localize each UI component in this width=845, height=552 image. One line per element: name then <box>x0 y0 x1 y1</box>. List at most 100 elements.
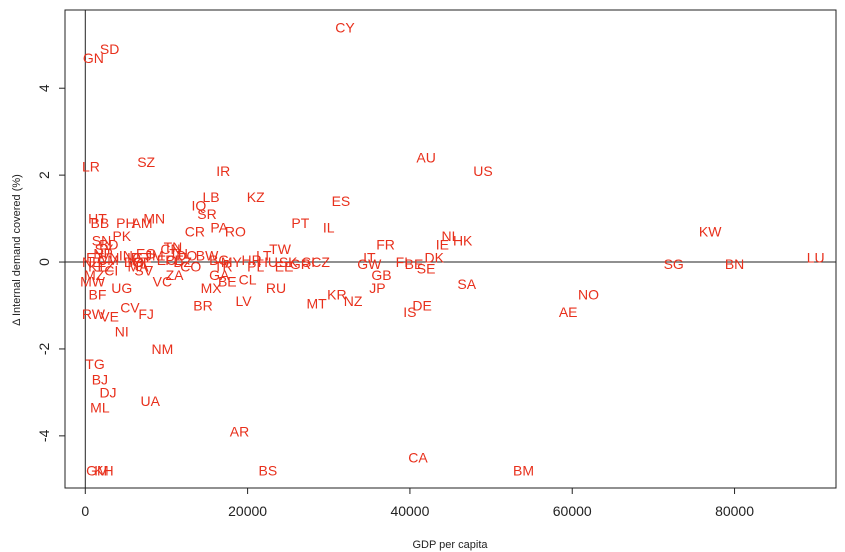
reference-lines <box>65 10 836 488</box>
x-tick-label: 0 <box>81 503 89 519</box>
point-label-lr: LR <box>82 158 100 174</box>
x-tick-label: 80000 <box>715 503 754 519</box>
point-label-br: BR <box>193 297 212 313</box>
point-label-tz: TZ <box>97 258 115 274</box>
point-label-mt: MT <box>306 295 327 311</box>
point-label-rw: RW <box>82 306 106 322</box>
point-label-jp: JP <box>369 280 385 296</box>
y-tick-label: -4 <box>36 429 52 442</box>
point-label-ua: UA <box>140 393 160 409</box>
point-label-cz: CZ <box>311 254 330 270</box>
point-label-sv: SV <box>134 263 153 279</box>
plot-frame <box>64 9 837 489</box>
point-label-it: IT <box>363 250 376 266</box>
point-label-us: US <box>473 163 492 179</box>
point-label-au: AU <box>416 150 435 166</box>
point-label-id: ID <box>127 250 141 266</box>
y-tick-label: -2 <box>36 343 52 356</box>
point-label-gw: GW <box>357 256 382 272</box>
x-tick-label: 40000 <box>390 503 429 519</box>
point-label-kr: KR <box>327 287 346 303</box>
point-label-ru: RU <box>266 280 286 296</box>
point-label-cm: CM <box>97 252 119 268</box>
point-label-hu: HU <box>258 254 278 270</box>
point-label-bm: BM <box>513 463 534 479</box>
point-label-il: IL <box>323 219 335 235</box>
point-label-fj: FJ <box>138 306 154 322</box>
point-label-ec: EC <box>157 252 176 268</box>
point-label-ga: GA <box>209 267 230 283</box>
point-label-be: BE <box>218 274 237 290</box>
point-label-cn: CN <box>160 241 180 257</box>
point-label-cl: CL <box>239 271 257 287</box>
point-label-vn: VN <box>100 250 119 266</box>
point-label-si: SI <box>302 254 315 270</box>
point-label-bg: BG <box>209 252 229 268</box>
point-label-mz: MZ <box>84 267 105 283</box>
point-label-hk: HK <box>453 232 473 248</box>
point-label-tn: TN <box>164 239 183 255</box>
point-label-bd: BD <box>99 237 118 253</box>
point-label-co: CO <box>180 258 201 274</box>
x-tick-label: 20000 <box>228 503 267 519</box>
point-label-ae: AE <box>559 304 578 320</box>
point-label-gm: GM <box>86 463 109 479</box>
point-label-cy: CY <box>335 19 355 35</box>
point-label-ar: AR <box>230 424 249 440</box>
point-label-lv: LV <box>236 293 253 309</box>
point-label-bs: BS <box>259 463 278 479</box>
point-label-dz: DZ <box>173 254 192 270</box>
point-label-pe: PE <box>165 252 184 268</box>
point-label-tw: TW <box>269 241 292 257</box>
point-label-pk: PK <box>112 228 131 244</box>
point-label-ni: NI <box>115 324 129 340</box>
point-label-de: DE <box>412 297 431 313</box>
point-label-lb: LB <box>203 189 220 205</box>
point-label-lu: LU <box>807 250 825 266</box>
point-label-be: BE <box>405 256 424 272</box>
x-axis-title: GDP per capita <box>412 539 488 551</box>
point-label-ro: RO <box>225 224 246 240</box>
point-label-ne: NE <box>82 254 101 270</box>
point-label-pl: PL <box>247 258 264 274</box>
point-label-sd: SD <box>100 41 119 57</box>
point-label-dj: DJ <box>99 384 116 400</box>
point-label-sr: SR <box>197 206 216 222</box>
point-label-nm: NM <box>151 341 173 357</box>
point-label-np: NP <box>93 245 112 261</box>
point-label-ph: PH <box>116 215 135 231</box>
point-label-bo: BO <box>124 254 144 270</box>
point-label-in: IN <box>119 248 133 264</box>
point-label-se: SE <box>417 261 436 277</box>
point-label-ci: CI <box>104 263 118 279</box>
y-tick-label: 2 <box>36 171 52 179</box>
point-label-eg: EG <box>136 245 156 261</box>
point-label-kw: KW <box>699 224 722 240</box>
point-label-is: IS <box>403 304 416 320</box>
point-label-pt: PT <box>291 215 309 231</box>
point-label-dk: DK <box>425 250 445 266</box>
point-label-gr: GR <box>290 256 311 272</box>
point-label-ir: IR <box>216 163 230 179</box>
point-label-sa: SA <box>457 276 476 292</box>
point-label-vc: VC <box>153 274 172 290</box>
point-label-hr: HR <box>242 252 262 268</box>
point-label-sz: SZ <box>137 154 155 170</box>
point-label-kz: KZ <box>247 189 265 205</box>
point-label-bw: BW <box>196 248 219 264</box>
point-label-th: TH <box>169 245 188 261</box>
point-label-my: MY <box>221 254 243 270</box>
point-label-bf: BF <box>89 287 107 303</box>
point-label-sk: SK <box>279 254 298 270</box>
point-label-ma: MA <box>128 258 150 274</box>
point-label-kh: KH <box>94 463 113 479</box>
x-tick-label: 60000 <box>553 503 592 519</box>
point-label-sn: SN <box>92 232 111 248</box>
point-label-mn: MN <box>143 211 165 227</box>
point-label-iq: IQ <box>192 198 207 214</box>
point-label-no: NO <box>578 287 599 303</box>
point-label-gb: GB <box>371 267 391 283</box>
point-label-za: ZA <box>166 267 185 283</box>
x-axis-ticks: 0 20000 40000 60000 80000 <box>81 488 754 519</box>
point-label-tg: TG <box>85 356 104 372</box>
